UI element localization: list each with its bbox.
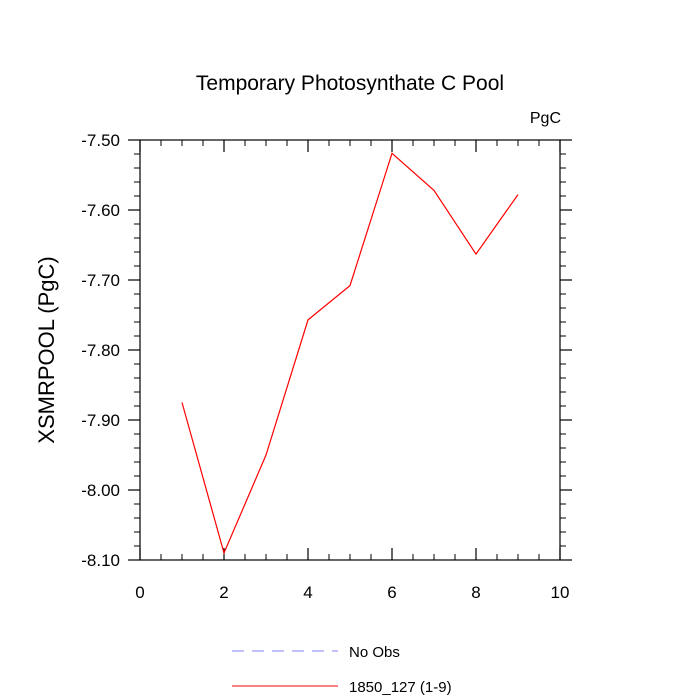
chart-title: Temporary Photosynthate C Pool (196, 72, 504, 95)
y-tick-label: -7.60 (81, 201, 120, 220)
y-tick-label: -7.90 (81, 411, 120, 430)
x-tick-label: 2 (219, 583, 228, 602)
y-tick-label: -7.50 (81, 131, 120, 150)
series-line (181, 152, 519, 555)
plot-frame (139, 139, 561, 561)
y-tick-label: -7.80 (81, 341, 120, 360)
units-label: PgC (530, 110, 561, 127)
x-tick-label: 8 (471, 583, 480, 602)
legend-label: No Obs (349, 644, 400, 661)
y-tick-label: -8.00 (81, 481, 120, 500)
legend-label: 1850_127 (1-9) (349, 679, 452, 696)
y-tick-label: -7.70 (81, 271, 120, 290)
legend: No Obs 1850_127 (1-9) (232, 644, 452, 696)
axes: 0 2 4 6 8 10 -7.50 -7.60 -7.70 -7.80 -7.90 -8.00 -8.… (81, 131, 572, 602)
x-tick-label: 6 (387, 583, 396, 602)
series-layer (181, 152, 519, 555)
y-axis-label: XSMRPOOL (PgC) (34, 256, 59, 443)
y-tick-label: -8.10 (81, 551, 120, 570)
x-tick-label: 0 (135, 583, 144, 602)
x-tick-label: 4 (303, 583, 312, 602)
x-tick-label: 10 (551, 583, 570, 602)
